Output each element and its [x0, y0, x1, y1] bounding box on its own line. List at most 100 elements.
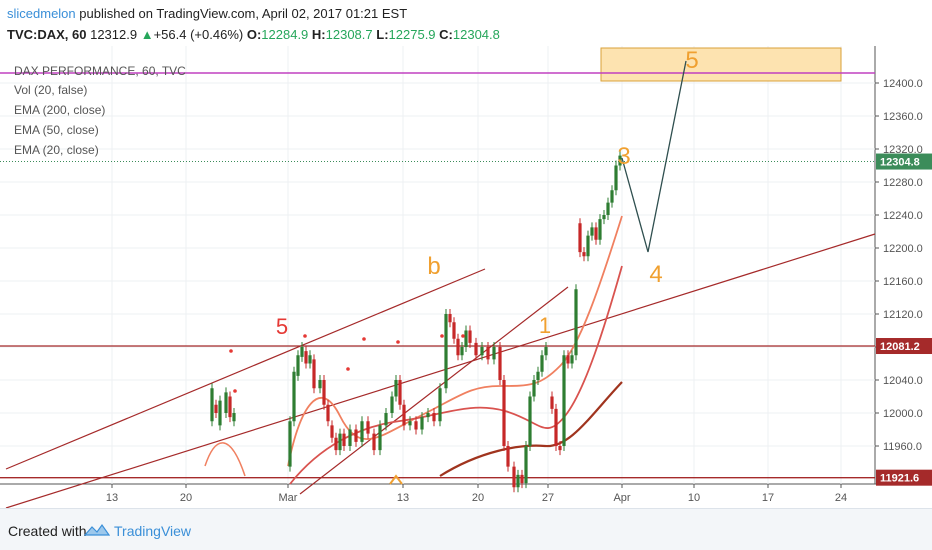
candle-body[interactable] — [618, 155, 622, 166]
candle-body[interactable] — [372, 433, 376, 451]
candle-body[interactable] — [550, 396, 554, 409]
price-tag[interactable] — [876, 469, 932, 486]
candle-body[interactable] — [558, 446, 562, 451]
candle-body[interactable] — [594, 227, 598, 240]
candle-body[interactable] — [582, 252, 586, 257]
candle-body[interactable] — [506, 446, 510, 467]
candle-body[interactable] — [296, 355, 300, 376]
candle-body[interactable] — [394, 380, 398, 397]
price-tag[interactable] — [876, 153, 932, 170]
author-link[interactable]: slicedmelon — [7, 6, 76, 21]
legend-entry[interactable]: EMA (50, close) — [14, 123, 99, 137]
candle-body[interactable] — [574, 289, 578, 356]
candle-body[interactable] — [308, 355, 312, 364]
candle-body[interactable] — [602, 215, 606, 220]
candle-body[interactable] — [330, 425, 334, 438]
candle-body[interactable] — [468, 330, 472, 343]
candle-body[interactable] — [456, 338, 460, 356]
candle-body[interactable] — [448, 314, 452, 323]
candle-body[interactable] — [486, 347, 490, 360]
wave-label[interactable]: 5 — [685, 47, 698, 74]
candle-body[interactable] — [512, 466, 516, 488]
candle-body[interactable] — [300, 347, 304, 357]
candle-body[interactable] — [516, 474, 520, 488]
price-chart[interactable]: 12400.0 12360.0 12320.0 12280.0 12240.0 12200… — [0, 46, 932, 508]
candle-body[interactable] — [610, 190, 614, 203]
candle-body[interactable] — [214, 404, 218, 413]
candle-body[interactable] — [292, 371, 296, 422]
channel-lower-line[interactable] — [5, 233, 876, 508]
price-axis[interactable] — [875, 46, 932, 508]
candle-body[interactable] — [366, 421, 370, 434]
candle-body[interactable] — [210, 388, 214, 422]
candle-body[interactable] — [498, 347, 502, 380]
candle-body[interactable] — [524, 446, 528, 484]
candle-body[interactable] — [544, 347, 548, 356]
candle-body[interactable] — [338, 433, 342, 451]
candle-body[interactable] — [218, 400, 222, 426]
candle-body[interactable] — [402, 404, 406, 426]
candle-body[interactable] — [348, 429, 352, 447]
candle-body[interactable] — [414, 421, 418, 430]
candle-body[interactable] — [354, 429, 358, 442]
candle-body[interactable] — [288, 421, 292, 467]
candle-body[interactable] — [304, 351, 308, 364]
candle-body[interactable] — [590, 227, 594, 236]
candle-body[interactable] — [480, 347, 484, 356]
tradingview-brand[interactable]: TradingView — [114, 523, 192, 539]
wave-label[interactable]: 3 — [617, 143, 630, 170]
wave-label[interactable]: 1 — [539, 313, 551, 338]
candle-body[interactable] — [342, 433, 346, 446]
target-zone-box[interactable] — [600, 47, 842, 82]
candle-body[interactable] — [536, 371, 540, 380]
candle-body[interactable] — [520, 474, 524, 484]
candle-body[interactable] — [492, 347, 496, 360]
candle-body[interactable] — [438, 388, 442, 422]
wave-label[interactable]: 5 — [276, 314, 288, 339]
candle-body[interactable] — [384, 413, 388, 426]
candle-body[interactable] — [312, 359, 316, 389]
channel-upper-line[interactable] — [5, 268, 486, 470]
projection-path[interactable] — [621, 60, 687, 253]
candle-body[interactable] — [474, 342, 478, 356]
candle-body[interactable] — [318, 380, 322, 389]
candle-body[interactable] — [228, 396, 232, 418]
candle-body[interactable] — [528, 396, 532, 447]
candle-body[interactable] — [224, 392, 228, 413]
candle-body[interactable] — [444, 314, 448, 389]
tradingview-logo-icon[interactable] — [84, 521, 110, 539]
ema200-line[interactable] — [439, 381, 623, 477]
candle-body[interactable] — [562, 355, 566, 446]
candle-body[interactable] — [322, 380, 326, 405]
candle-body[interactable] — [432, 413, 436, 422]
candle-body[interactable] — [452, 322, 456, 339]
candle-body[interactable] — [408, 421, 412, 426]
candle-body[interactable] — [606, 202, 610, 215]
candle-body[interactable] — [420, 417, 424, 430]
candle-body[interactable] — [566, 355, 570, 364]
price-tag[interactable] — [876, 338, 932, 355]
wave-label[interactable]: 4 — [649, 261, 662, 288]
steep-trend-line[interactable] — [299, 286, 569, 495]
candle-body[interactable] — [578, 223, 582, 253]
candle-body[interactable] — [532, 380, 536, 397]
candle-body[interactable] — [398, 380, 402, 405]
candle-body[interactable] — [570, 355, 574, 364]
candle-body[interactable] — [464, 330, 468, 348]
legend-entry[interactable]: DAX PERFORMANCE, 60, TVC — [14, 64, 186, 78]
candle-body[interactable] — [426, 413, 430, 418]
candle-body[interactable] — [598, 219, 602, 240]
candle-body[interactable] — [360, 421, 364, 442]
candle-body[interactable] — [232, 413, 236, 422]
legend-entry[interactable]: Vol (20, false) — [14, 83, 87, 97]
candle-body[interactable] — [460, 347, 464, 356]
legend-entry[interactable]: EMA (20, close) — [14, 143, 99, 157]
candle-body[interactable] — [390, 396, 394, 414]
candle-body[interactable] — [502, 380, 506, 446]
candle-body[interactable] — [554, 408, 558, 446]
candle-body[interactable] — [378, 425, 382, 451]
candle-body[interactable] — [614, 165, 618, 191]
legend-entry[interactable]: EMA (200, close) — [14, 103, 105, 117]
candle-body[interactable] — [326, 404, 330, 422]
wave-label[interactable]: b — [427, 253, 440, 280]
